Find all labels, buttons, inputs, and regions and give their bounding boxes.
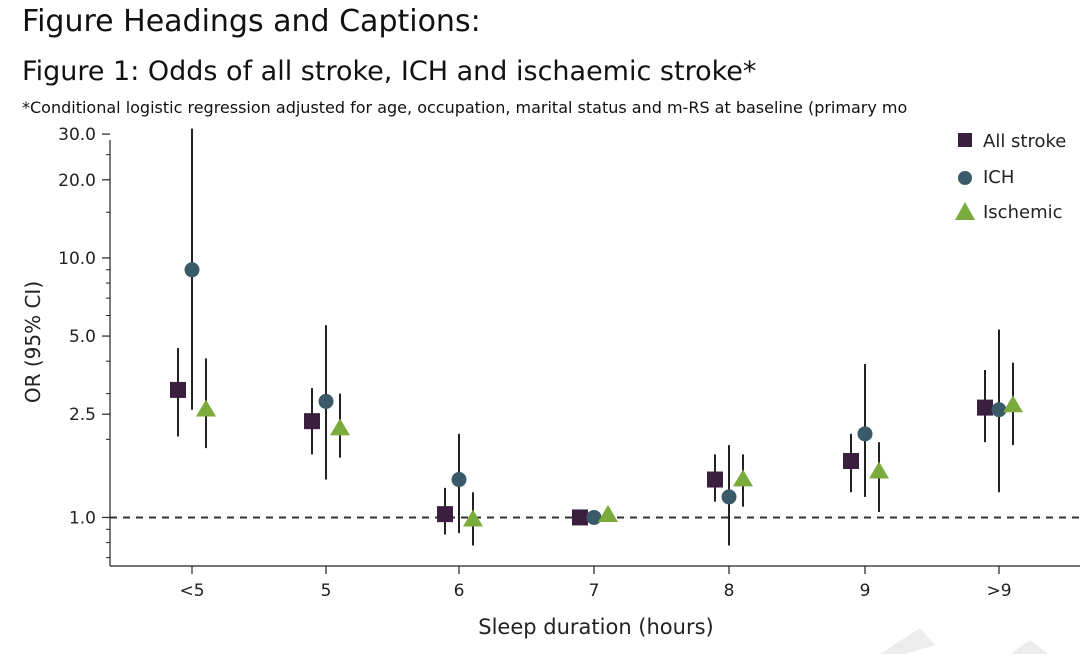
legend-label: Ischemic [983, 202, 1063, 223]
axis-labels: Sleep duration (hours) OR (95% CI) [21, 281, 714, 639]
y-tick-label: 1.0 [69, 508, 96, 528]
figure-footnote: *Conditional logistic regression adjuste… [22, 98, 908, 117]
y-tick-label: 2.5 [69, 405, 96, 425]
legend-label: ICH [983, 167, 1014, 188]
point-ich [586, 509, 602, 525]
point-ischemic [1003, 395, 1023, 413]
point-ischemic [330, 418, 350, 436]
point-all-stroke [304, 413, 320, 430]
legend-circle-icon [958, 171, 972, 185]
chart-axes: 1.0 2.5 5.0 10.0 20.0 30.0 <5 5 6 7 8 9 >9 [58, 125, 1080, 601]
figure-title: Figure 1: Odds of all stroke, ICH and is… [22, 56, 757, 87]
y-axis-title: OR (95% CI) [21, 281, 45, 403]
y-tick-label: 30.0 [58, 125, 96, 145]
point-all-stroke [170, 381, 186, 398]
legend-square-icon [958, 133, 972, 147]
point-ich [991, 402, 1007, 418]
point-all-stroke [437, 506, 453, 523]
point-all-stroke [977, 399, 993, 416]
point-ischemic [196, 399, 216, 417]
data-markers [170, 262, 1023, 527]
point-ich [184, 262, 200, 278]
point-ich [318, 393, 334, 409]
x-axis-title: Sleep duration (hours) [478, 615, 713, 639]
legend-label: All stroke [983, 131, 1066, 152]
x-tick-label: 9 [860, 581, 871, 601]
point-ischemic [733, 469, 753, 487]
point-ich [721, 489, 737, 505]
chart-legend: All stroke ICH Ischemic [955, 131, 1066, 223]
x-tick-label: 7 [589, 581, 600, 601]
y-tick-label: 5.0 [69, 327, 96, 347]
x-tick-label: >9 [986, 581, 1011, 601]
x-tick-label: 5 [321, 581, 332, 601]
point-ich [857, 426, 873, 442]
x-tick-label: 6 [454, 581, 465, 601]
point-all-stroke [707, 471, 723, 488]
point-ich [451, 472, 467, 488]
x-tick-label: 8 [724, 581, 735, 601]
point-all-stroke [843, 453, 859, 470]
point-ischemic [869, 461, 889, 479]
legend-triangle-icon [955, 202, 975, 220]
x-tick-label: <5 [179, 581, 204, 601]
point-ischemic [463, 509, 483, 527]
y-tick-label: 10.0 [58, 249, 96, 269]
y-tick-label: 20.0 [58, 171, 96, 191]
point-ischemic [598, 505, 618, 523]
page-heading: Figure Headings and Captions: [22, 4, 481, 39]
point-all-stroke [572, 509, 588, 526]
